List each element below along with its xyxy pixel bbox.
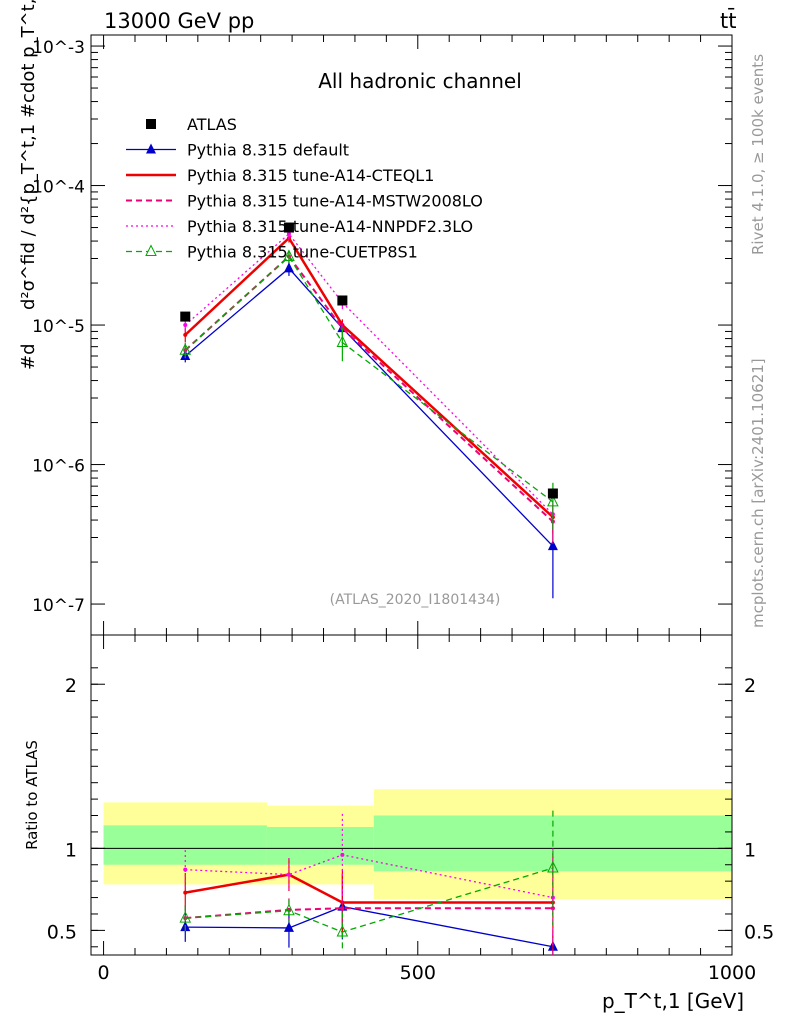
ratio-y-tick-label-left: 1 [65,839,77,861]
ratio-marker [286,872,291,877]
series-marker [547,494,559,507]
ratio-frame [90,634,733,956]
process-label: tt̄ [720,8,736,33]
rivet-label: Rivet 4.1.0, ≥ 100k events [749,54,767,255]
ratio-marker [183,890,188,895]
series-marker [547,540,558,551]
ratio-line-3 [185,854,554,899]
x-tick-label: 0 [98,962,110,984]
data-point [547,488,558,499]
ratio-bands [103,789,732,900]
y-axis-label-text: d²σ^fid / d²{p_T^t,1 #cdot p_T^t,2} [1/G… [18,0,39,310]
ratio-y-tick-label-right: 0.5 [744,921,774,943]
y-axis-label: #d d²σ^fid / d²{p_T^t,1 #cdot p_T^t,2} [… [18,0,39,370]
chart-title: All hadronic channel [318,69,522,93]
main-series [179,222,559,599]
series-line-1 [184,236,554,519]
x-tick-label: 500 [400,962,436,984]
data-point [283,222,294,233]
legend-label-1: Pythia 8.315 tune-A14-CTEQL1 [187,166,434,185]
x-tick-label: 1000 [708,962,756,984]
y-tick-label: 10^-3 [32,38,85,58]
energy-label: 13000 GeV pp [104,9,254,33]
ratio-marker [340,852,345,857]
ratio-line-0 [185,905,554,948]
series-marker [183,332,188,337]
ratio-panel: 0.5 0.5 1 1 2 2 0 500 1000 Ratio to ATLAS p_T^t,… [23,634,774,1013]
mcplots-label: mcplots.cern.ch [arXiv:2401.10621] [749,358,767,628]
series-line-3 [184,232,554,515]
ratio-y-tick-label-left: 0.5 [47,921,77,943]
legend-label-data: ATLAS [187,115,237,134]
series-marker [179,343,192,355]
y-tick-label: 10^-7 [32,596,85,616]
ratio-band-green [103,825,267,865]
legend-marker-data [146,119,156,129]
ratio-marker [336,924,349,937]
ratio-marker [283,921,294,932]
series-marker [283,249,295,262]
legend-label-2: Pythia 8.315 tune-A14-MSTW2008LO [187,192,483,211]
series-marker [286,231,291,236]
series-marker [183,323,188,328]
ratio-series [179,810,559,955]
data-point [337,295,348,306]
series-line-4 [184,255,554,503]
x-axis-label: p_T^t,1 [GeV] [602,989,744,1013]
y-tick-label: 10^-6 [32,457,85,477]
ratio-marker [550,906,555,911]
ratio-marker [183,867,188,872]
ratio-marker [283,903,295,916]
series-line-2 [184,255,554,523]
main-panel: 10^-7 10^-6 10^-5 10^-4 10^-3 All hadronic c… [18,0,733,636]
ratio-line-2 [185,907,553,920]
ratio-line-4 [185,867,554,933]
ratio-marker [340,906,345,911]
main-axis-ticks: 10^-7 10^-6 10^-5 10^-4 10^-3 [32,35,733,635]
ratio-y-tick-label-right: 2 [744,675,756,697]
ratio-band-green [266,827,374,865]
series-line-0 [184,267,554,547]
legend-label-3: Pythia 8.315 tune-A14-NNPDF2.3LO [187,217,473,236]
ratio-y-tick-label-right: 1 [744,839,756,861]
series-marker [336,335,349,347]
watermark: (ATLAS_2020_I1801434) [330,592,501,608]
ratio-marker [550,895,555,900]
y-tick-label: 10^-5 [32,317,85,337]
ratio-line-1 [185,873,553,904]
series-marker [283,262,294,273]
data-point [180,311,191,322]
y-tick-label: 10^-4 [32,178,85,198]
ratio-marker [547,860,559,873]
ratio-marker [179,910,192,923]
ratio-y-tick-label-left: 2 [65,675,77,697]
legend-marker [145,244,157,256]
legend-marker [146,143,156,154]
legend-label-0: Pythia 8.315 default [187,141,349,160]
legend: ATLAS Pythia 8.315 default Pythia 8.315 tu… [126,115,483,262]
y-axis-label-prefix: #d [18,343,39,370]
ratio-y-label: Ratio to ATLAS [23,740,41,850]
ratio-axis-ticks: 0.5 0.5 1 1 2 2 0 500 1000 [47,635,774,984]
legend-label-4: Pythia 8.315 tune-CUETP8S1 [187,243,418,262]
